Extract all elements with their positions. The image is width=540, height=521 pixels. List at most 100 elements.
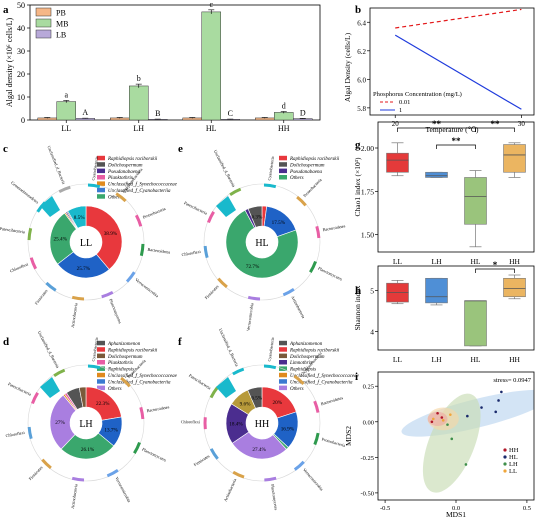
ring-segment <box>125 271 136 283</box>
legend-label: Unclassified_f_Cyanobacteriia <box>108 189 171 194</box>
ring-segment <box>133 441 141 454</box>
ring-label: Bacteroidetes <box>320 395 344 406</box>
x-tick-label: HL <box>471 257 481 266</box>
ring-segment <box>134 214 143 227</box>
slice-label: 27% <box>55 420 65 426</box>
y-tick-label: 50 <box>17 1 25 10</box>
bar-mb <box>56 101 76 121</box>
donut-hole <box>246 407 278 439</box>
legend-swatch <box>279 162 287 167</box>
slice-label: 26.1% <box>81 447 95 453</box>
ring-label: Chloroflexi <box>181 249 202 257</box>
ring-segment <box>229 187 242 197</box>
ring-segment <box>264 476 277 482</box>
legend-swatch <box>279 175 287 180</box>
x-tick-label: 30 <box>518 120 526 128</box>
legend-swatch <box>279 353 287 359</box>
plot-frame <box>29 4 321 121</box>
significance-bracket <box>475 127 515 132</box>
slice-label: 17.5% <box>272 220 286 226</box>
panel-h: h 4 5 Shannon index LL LH HL HH * <box>353 260 535 364</box>
ring-segment <box>203 245 209 259</box>
x-tick-label: HH <box>278 124 290 133</box>
legend-label: Planktothrix <box>107 361 134 366</box>
legend-swatch <box>279 360 287 365</box>
ring-label: Cyanobacteria <box>91 156 99 181</box>
legend-marker-ll <box>503 469 507 473</box>
ring-label: Actinobacteria <box>70 484 78 509</box>
legend-label: Dolichospermum <box>289 355 325 360</box>
point-ll <box>432 417 435 421</box>
significance-letter: c <box>209 0 213 9</box>
significance-letter: b <box>137 74 141 83</box>
plot-frame <box>377 121 535 253</box>
significance-bracket <box>436 144 476 149</box>
ring-segment <box>87 364 101 370</box>
significance-marker: * <box>493 260 498 270</box>
legend-swatch <box>97 162 105 167</box>
ring-label: Bacteroidetes <box>146 404 170 413</box>
slice-label: 22.3% <box>96 401 110 407</box>
ring-segment <box>87 183 101 189</box>
ring-segment <box>217 277 228 289</box>
legend-label: Raphidiopsis <box>289 368 316 373</box>
legend-swatch <box>97 372 105 378</box>
panel-g-letter: g <box>355 139 361 151</box>
ring-segment <box>120 376 131 388</box>
x-tick-label: 0.0 <box>452 505 460 512</box>
legend-swatch-pb <box>35 7 52 17</box>
legend-swatch <box>97 168 105 174</box>
legend-title: Phosphorus Concentration (mg/L) <box>373 91 462 98</box>
ring-segment <box>31 392 39 405</box>
y-tick-label: 5.8 <box>357 105 366 113</box>
y-tick-label: 6.2 <box>357 48 366 56</box>
ring-segment <box>309 260 317 273</box>
legend-label: LB <box>56 31 66 40</box>
point-hl <box>466 414 469 418</box>
stress-label: stress= 0.0947 <box>493 377 531 384</box>
legend-label: Others <box>108 195 122 200</box>
outer-ring <box>27 183 145 301</box>
y-axis-label: Shannon index <box>353 285 362 330</box>
x-tick-label: HH <box>509 257 520 266</box>
donut-slice <box>225 209 299 279</box>
ring-segment <box>209 448 219 460</box>
legend-label: Raphidiopsis raciborskii <box>289 348 340 353</box>
donut-center-label: HH <box>255 419 269 430</box>
box-lh <box>425 277 448 304</box>
donut-slice <box>78 386 87 408</box>
legend-swatch <box>279 340 287 346</box>
legend-label: LH <box>509 461 518 468</box>
legend-swatch <box>279 155 287 161</box>
x-tick-label: LH <box>133 124 144 133</box>
legend-swatch <box>279 372 287 378</box>
x-tick-label: -0.5 <box>380 505 390 512</box>
legend-swatch <box>279 168 287 174</box>
donut-hole <box>246 226 278 258</box>
y-axis-label: Chao1 index (×10³) <box>353 157 362 216</box>
panel-c-letter: c <box>3 143 8 155</box>
ring-segment <box>41 458 52 470</box>
slice-label: 13.7% <box>104 428 118 434</box>
ring-segment <box>53 368 66 378</box>
donut-center-label: LL <box>80 238 92 249</box>
ring-label: Verrucomicrobia <box>245 303 254 332</box>
slice-label: 6.3% <box>251 215 262 221</box>
donut-slice <box>67 205 87 229</box>
legend-marker-hh <box>503 448 507 452</box>
y-tick-label: -0.25 <box>360 455 374 462</box>
ring-segment <box>27 227 33 241</box>
x-tick-label: LL <box>61 124 71 133</box>
ring-label: Chloroflexi <box>181 419 201 424</box>
slice-label: 25.7% <box>77 266 91 272</box>
legend-swatch <box>279 347 287 352</box>
ring-highlight-block <box>40 377 60 398</box>
y-tick-label: 4 <box>370 328 374 337</box>
point-hl <box>500 390 503 394</box>
x-tick-label: 0.5 <box>523 505 531 512</box>
ring-segment <box>263 183 277 189</box>
ring-segment <box>232 470 245 479</box>
x-axis-label: Temperature (℃) <box>425 125 479 134</box>
